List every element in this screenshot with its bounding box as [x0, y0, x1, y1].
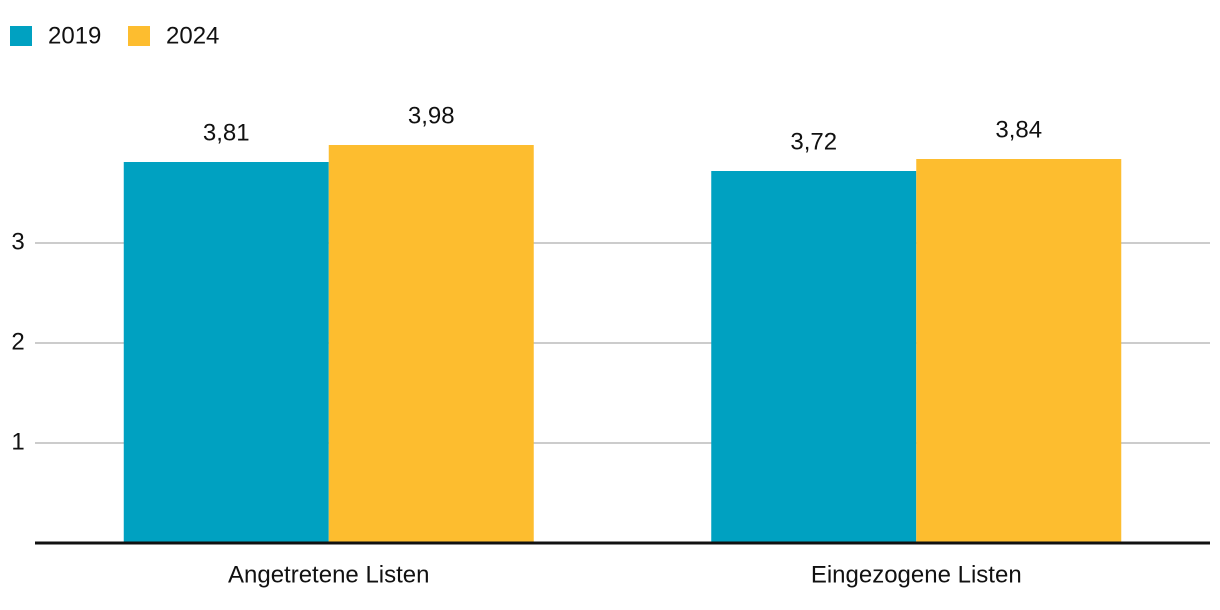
- bar: [328, 145, 534, 543]
- legend-swatch: [128, 26, 150, 46]
- bar: [916, 159, 1122, 543]
- value-label: 3,72: [790, 128, 837, 155]
- x-tick-label: Angetretene Listen: [228, 561, 429, 588]
- legend-swatch: [10, 26, 32, 46]
- legend-label: 2024: [166, 22, 219, 49]
- bar: [123, 162, 329, 543]
- y-tick-label: 1: [11, 428, 24, 455]
- value-label: 3,98: [408, 102, 455, 129]
- value-label: 3,81: [203, 119, 250, 146]
- y-tick-label: 3: [11, 228, 24, 255]
- x-tick-label: Eingezogene Listen: [811, 561, 1022, 588]
- bar: [711, 171, 917, 543]
- y-tick-label: 2: [11, 328, 24, 355]
- value-label: 3,84: [995, 116, 1042, 143]
- legend-label: 2019: [48, 22, 101, 49]
